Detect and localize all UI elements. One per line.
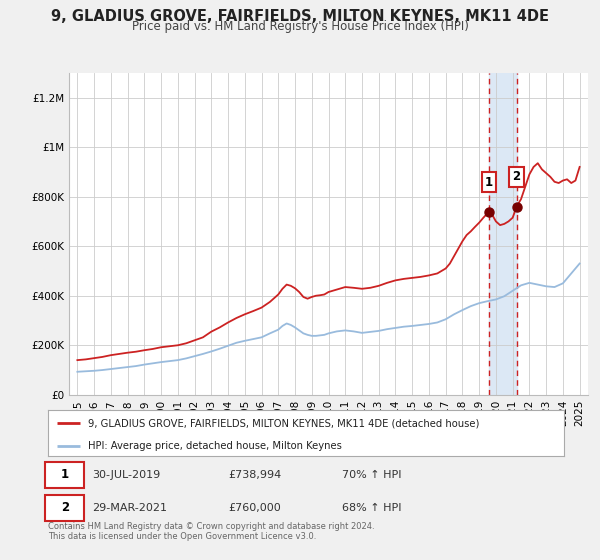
Bar xyxy=(489,73,517,395)
Text: 1: 1 xyxy=(61,469,69,482)
Text: 70% ↑ HPI: 70% ↑ HPI xyxy=(342,470,401,480)
Text: £738,994: £738,994 xyxy=(229,470,282,480)
Text: £760,000: £760,000 xyxy=(229,503,281,513)
Text: Price paid vs. HM Land Registry's House Price Index (HPI): Price paid vs. HM Land Registry's House … xyxy=(131,20,469,33)
Text: 29-MAR-2021: 29-MAR-2021 xyxy=(92,503,167,513)
Text: 9, GLADIUS GROVE, FAIRFIELDS, MILTON KEYNES, MK11 4DE (detached house): 9, GLADIUS GROVE, FAIRFIELDS, MILTON KEY… xyxy=(88,418,479,428)
Text: 30-JUL-2019: 30-JUL-2019 xyxy=(92,470,160,480)
Text: 2: 2 xyxy=(512,170,521,183)
Text: Contains HM Land Registry data © Crown copyright and database right 2024.
This d: Contains HM Land Registry data © Crown c… xyxy=(48,522,374,542)
Text: 2: 2 xyxy=(61,501,69,515)
Text: 1: 1 xyxy=(485,175,493,189)
Text: 68% ↑ HPI: 68% ↑ HPI xyxy=(342,503,401,513)
Text: HPI: Average price, detached house, Milton Keynes: HPI: Average price, detached house, Milt… xyxy=(88,441,341,451)
FancyBboxPatch shape xyxy=(46,462,84,488)
FancyBboxPatch shape xyxy=(46,495,84,521)
Text: 9, GLADIUS GROVE, FAIRFIELDS, MILTON KEYNES, MK11 4DE: 9, GLADIUS GROVE, FAIRFIELDS, MILTON KEY… xyxy=(51,9,549,24)
